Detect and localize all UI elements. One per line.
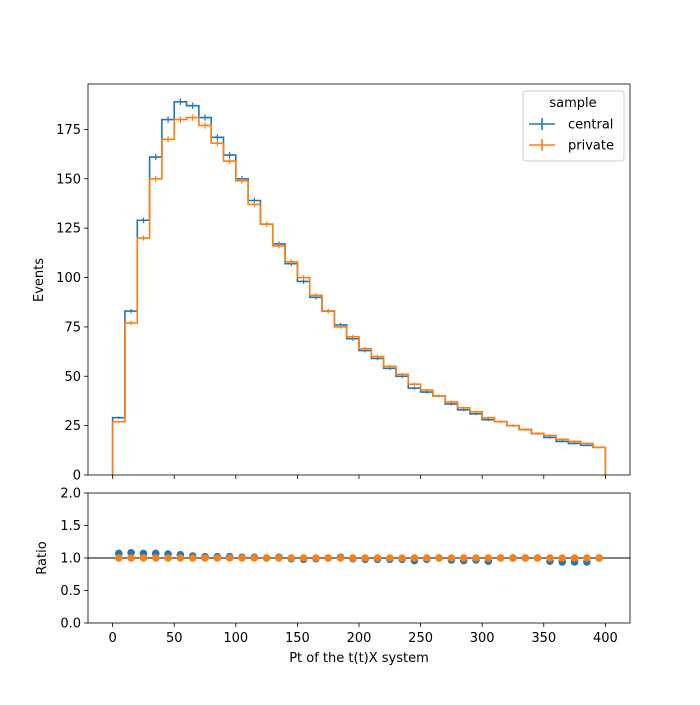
x-tick-label: 300 (470, 631, 495, 646)
ratio-point-private (225, 554, 234, 562)
ratio-point-private (299, 554, 308, 562)
legend-label-private: private (568, 139, 614, 154)
top-y-tick-label: 50 (64, 370, 81, 385)
bottom-y-tick-label: 1.0 (60, 552, 81, 567)
ratio-point-private (459, 554, 468, 562)
ratio-point-private (139, 554, 148, 562)
ratio-point-private (521, 554, 530, 562)
bottom-x-axis: 0 50 100 150 200 250 300 350 400 (108, 623, 618, 646)
top-x-axis-ticks (112, 475, 606, 479)
ratio-point-private (188, 554, 197, 562)
legend-frame (522, 90, 625, 162)
legend: sample central private (522, 90, 625, 162)
bottom-y-tick-label: 0.5 (60, 584, 81, 599)
x-tick-label: 350 (531, 631, 556, 646)
ratio-point-private (583, 554, 591, 562)
ratio-point-private (546, 554, 554, 562)
ratio-point-private (312, 554, 320, 562)
ratio-point-private (435, 554, 443, 562)
top-y-tick-label: 100 (56, 271, 81, 286)
bottom-y-tick-label: 2.0 (60, 487, 81, 502)
ratio-point-private (595, 554, 604, 562)
ratio-point-private (410, 554, 419, 562)
ratio-point-private (275, 554, 283, 562)
x-tick-label: 400 (593, 631, 618, 646)
top-series-group (111, 98, 607, 475)
ratio-point-private (127, 554, 135, 562)
ratio-point-private (250, 554, 259, 562)
ratio-point-central (127, 549, 135, 557)
ratio-point-private (447, 554, 456, 562)
ratio-point-private (361, 554, 369, 562)
ratio-point-private (324, 554, 333, 562)
ratio-point-private (570, 554, 579, 562)
top-y-tick-label: 150 (56, 172, 81, 187)
top-y-axis-label: Events (32, 258, 47, 302)
ratio-point-private (509, 554, 517, 562)
ratio-point-private (164, 554, 172, 562)
ratio-point-private (533, 554, 542, 562)
x-tick-label: 200 (347, 631, 372, 646)
top-panel-frame (87, 83, 631, 476)
ratio-point-private (114, 554, 123, 562)
ratio-point-private (373, 554, 382, 562)
ratio-point-private (213, 554, 222, 562)
ratio-point-private (422, 554, 431, 562)
ratio-point-private (262, 554, 271, 562)
top-y-tick-label: 0 (73, 469, 81, 484)
top-y-axis: 0 25 50 75 100 125 150 175 (56, 123, 88, 484)
ratio-point-private (238, 554, 246, 562)
bottom-y-tick-label: 0.0 (60, 617, 81, 632)
ratio-point-private (349, 554, 357, 562)
ratio-point-private (201, 554, 209, 562)
ratio-point-private (558, 554, 567, 562)
top-y-tick-label: 75 (64, 320, 81, 335)
ratio-point-private (176, 554, 185, 562)
ratio-point-private (336, 554, 345, 562)
x-tick-label: 50 (166, 631, 183, 646)
bottom-panel-frame (87, 492, 631, 624)
x-tick-label: 250 (408, 631, 433, 646)
ratio-point-private (287, 554, 296, 562)
legend-entries: central private (529, 118, 614, 154)
ratio-point-private (484, 554, 493, 562)
bottom-series-group (114, 549, 604, 566)
bottom-y-axis: 0.0 0.5 1.0 1.5 2.0 (60, 487, 88, 632)
ratio-point-private (496, 554, 505, 562)
bottom-y-axis-label: Ratio (35, 541, 50, 574)
top-panel: 0 25 50 75 100 125 150 175 Events sample centra… (32, 83, 631, 484)
bottom-y-tick-label: 1.5 (60, 519, 81, 534)
top-y-tick-label: 175 (56, 123, 81, 138)
ratio-point-private (151, 554, 160, 562)
x-tick-label: 150 (285, 631, 310, 646)
ratio-point-private (385, 554, 394, 562)
ratio-point-private (472, 554, 480, 562)
legend-label-central: central (568, 118, 613, 133)
x-axis-label: Pt of the t(t)X system (289, 651, 429, 666)
legend-title: sample (549, 96, 596, 111)
top-y-tick-label: 25 (64, 419, 81, 434)
bottom-panel: 0.0 0.5 1.0 1.5 2.0 0 50 100 150 200 250 300 350 400… (35, 487, 631, 646)
x-tick-label: 0 (108, 631, 116, 646)
ratio-point-private (398, 554, 406, 562)
top-y-tick-label: 125 (56, 222, 81, 237)
x-tick-label: 100 (223, 631, 248, 646)
